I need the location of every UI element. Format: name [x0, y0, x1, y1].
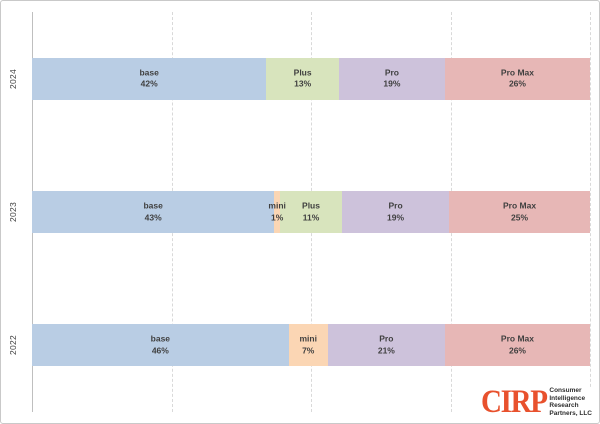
logo-line: Partners, LLC: [549, 409, 592, 417]
y-axis-label-2022: 2022: [8, 335, 19, 356]
bar-segment-2022-pro-max: Pro Max 26%: [444, 324, 591, 367]
cirp-logo: CIRP Consumer Intelligence Research Part…: [468, 384, 592, 420]
bar-segment-2022-base: base 46%: [32, 324, 289, 367]
bar-segment-2022-pro: Pro 21%: [327, 324, 445, 367]
bar-segment-2024-pro-max: Pro Max 26%: [444, 57, 590, 100]
segment-label: Pro 19%: [387, 200, 405, 223]
y-axis-label-2024: 2024: [8, 68, 19, 89]
segment-label: Pro 19%: [383, 67, 401, 89]
bar-segment-2024-base: base 42%: [32, 57, 267, 100]
segment-label: Plus 13%: [293, 67, 312, 89]
cirp-logo-text: Consumer Intelligence Research Partners,…: [549, 387, 592, 417]
logo-line: Consumer: [549, 387, 582, 394]
gridline-100pct: [590, 12, 591, 412]
bar-segment-2023-pro-max: Pro Max 25%: [449, 191, 590, 233]
y-axis-label-2023: 2023: [8, 201, 19, 223]
logo-line: Intelligence: [549, 394, 586, 402]
segment-label: Pro Max 26%: [500, 333, 535, 356]
segment-label: Pro Max 26%: [500, 67, 534, 89]
segment-label: mini 7%: [299, 333, 317, 356]
segment-label: base 43%: [143, 200, 163, 223]
bar-segment-2023-plus: Plus 11%: [280, 191, 342, 233]
bar-segment-2023-pro: Pro 19%: [342, 191, 450, 233]
bar-row-2023: base 43% mini 1% Plus 11% Pro 19% Pro Max 25%: [32, 191, 590, 233]
segment-label: base 46%: [150, 333, 171, 356]
bar-segment-2024-pro: Pro 19%: [338, 57, 445, 100]
bar-segment-2023-base: base 43%: [32, 191, 275, 233]
bar-row-2022: base 46% mini 7% Pro 21% Pro Max 26%: [32, 324, 591, 367]
segment-label: base 42%: [139, 67, 159, 89]
logo-line: Research: [549, 402, 579, 409]
segment-label: Pro Max 25%: [503, 200, 537, 223]
bar-segment-2024-plus: Plus 13%: [266, 57, 339, 100]
segment-label: Pro 21%: [377, 333, 395, 356]
segment-label: Plus 11%: [302, 200, 320, 223]
cirp-logo-abbr: CIRP: [480, 384, 548, 420]
bar-segment-2022-mini: mini 7%: [288, 324, 328, 367]
bar-row-2024: base 42% Plus 13% Pro 19% Pro Max 26%: [32, 57, 590, 100]
